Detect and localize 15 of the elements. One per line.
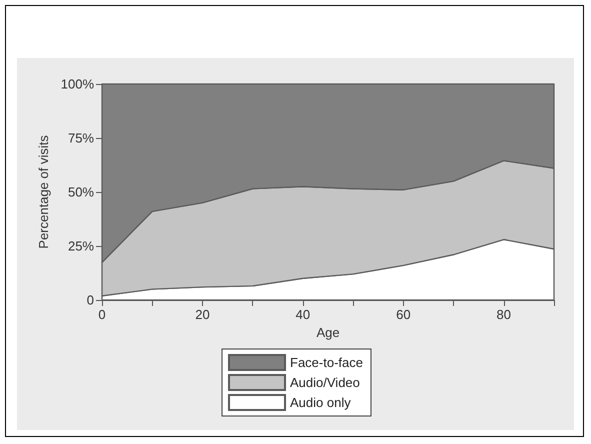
y-tick-label: 50% [68, 184, 94, 200]
x-axis-title: Age [316, 325, 340, 340]
legend-label: Audio only [290, 395, 352, 410]
y-tick-label: 0 [86, 292, 94, 308]
x-tick-label: 40 [296, 307, 310, 322]
legend-label: Audio/Video [290, 375, 360, 390]
y-tick-label: 100% [60, 76, 94, 92]
y-tick-label: 25% [68, 238, 94, 254]
y-tick-label: 75% [68, 130, 94, 146]
x-tick-label: 20 [195, 307, 210, 322]
legend-label: Face-to-face [290, 355, 363, 370]
x-tick-label: 60 [396, 307, 411, 322]
x-tick-label: 80 [496, 307, 512, 322]
y-axis-title: Percentage of visits [36, 134, 51, 249]
x-tick-label: 0 [98, 307, 106, 322]
